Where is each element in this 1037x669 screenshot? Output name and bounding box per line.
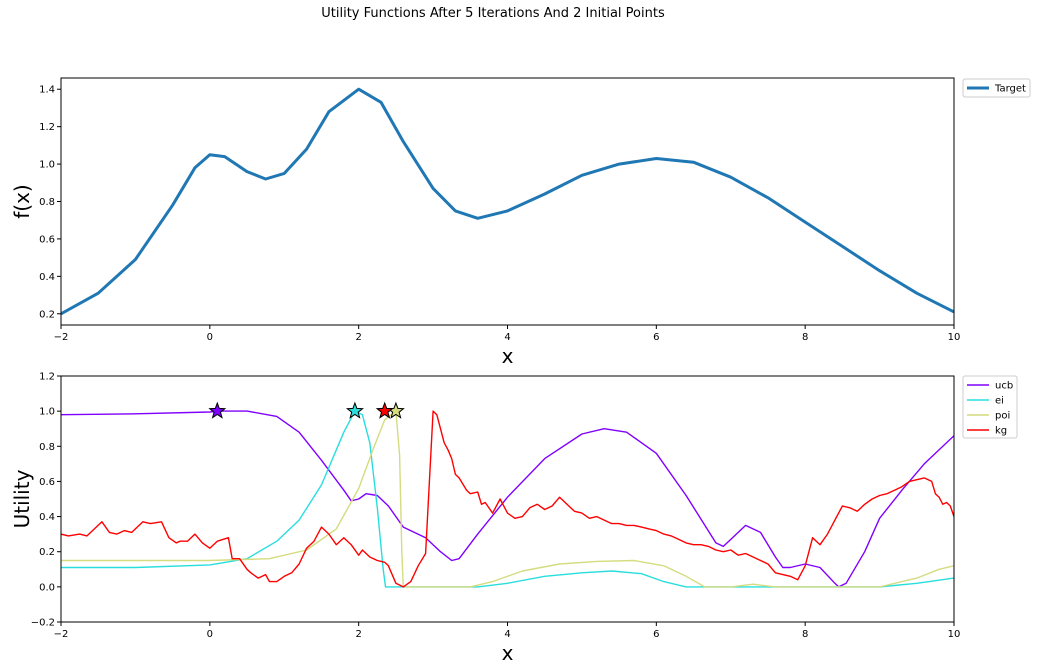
x-tick-label: 4 — [504, 629, 510, 640]
x-tick-label: 2 — [355, 332, 361, 343]
x-tick-label: 0 — [207, 332, 213, 343]
legend: Target — [962, 78, 1031, 98]
legend-label-target: Target — [994, 84, 1026, 95]
legend-box — [962, 78, 1031, 98]
x-tick-label: 4 — [504, 332, 510, 343]
y-tick-label: 0.8 — [39, 442, 55, 453]
legend-box — [962, 375, 1018, 439]
y-tick-label: 0.4 — [39, 272, 55, 283]
plot-area — [61, 87, 954, 316]
y-tick-label: 0.2 — [39, 309, 55, 320]
x-tick-label: −2 — [54, 629, 69, 640]
plot-area — [61, 410, 954, 588]
y-tick-label: 1.4 — [39, 85, 55, 96]
legend-label-kg: kg — [995, 426, 1007, 437]
x-tick-label: 6 — [653, 332, 659, 343]
axes-frame — [60, 77, 955, 326]
y-tick-label: 1.0 — [39, 160, 55, 171]
y-tick-label: 0.2 — [39, 547, 55, 558]
x-tick-label: 8 — [802, 332, 808, 343]
series-ucb — [61, 410, 954, 588]
x-tick-label: 2 — [355, 629, 361, 640]
ei-max-star-marker — [345, 401, 364, 419]
legend: ucb ei poi kg — [962, 375, 1018, 439]
y-tick-label: 0.8 — [39, 197, 55, 208]
y-axis-label: f(x) — [10, 184, 34, 218]
series-target — [61, 87, 954, 316]
y-tick-label: 1.2 — [39, 372, 55, 383]
x-axis-label: x — [502, 344, 514, 368]
x-tick-label: 10 — [948, 332, 961, 343]
x-tick-label: 10 — [948, 629, 961, 640]
y-tick-label: −0.2 — [31, 618, 55, 629]
y-tick-label: 1.0 — [39, 407, 55, 418]
target-function-panel: −2 0 2 4 6 8 10 0.2 0.4 0.6 0.8 1.0 1.2 1.4 x f(x) Targe… — [10, 77, 1031, 368]
y-tick-label: 0.6 — [39, 234, 55, 245]
series-kg — [61, 410, 954, 588]
y-tick-label: 1.2 — [39, 122, 55, 133]
series-ei — [61, 410, 954, 588]
y-tick-label: 0.0 — [39, 582, 55, 593]
series-poi — [61, 410, 954, 588]
kg-max-star-marker — [375, 401, 394, 419]
y-axis-label: Utility — [10, 469, 34, 528]
x-tick-label: 6 — [653, 629, 659, 640]
figure-title: Utility Functions After 5 Iterations And… — [321, 6, 665, 21]
legend-label-ei: ei — [995, 396, 1004, 407]
ucb-max-star-marker — [208, 401, 227, 419]
legend-label-poi: poi — [995, 411, 1010, 422]
x-tick-label: 8 — [802, 629, 808, 640]
legend-label-ucb: ucb — [995, 381, 1013, 392]
x-axis-label: x — [502, 641, 514, 665]
x-tick-label: 0 — [207, 629, 213, 640]
y-tick-label: 0.6 — [39, 477, 55, 488]
x-tick-label: −2 — [54, 332, 69, 343]
y-tick-label: 0.4 — [39, 512, 55, 523]
utility-panel: −2 0 2 4 6 8 10 −0.2 0.0 0.2 0.4 0.6 0.8 1.0 1.2 x Utili… — [10, 372, 1018, 665]
